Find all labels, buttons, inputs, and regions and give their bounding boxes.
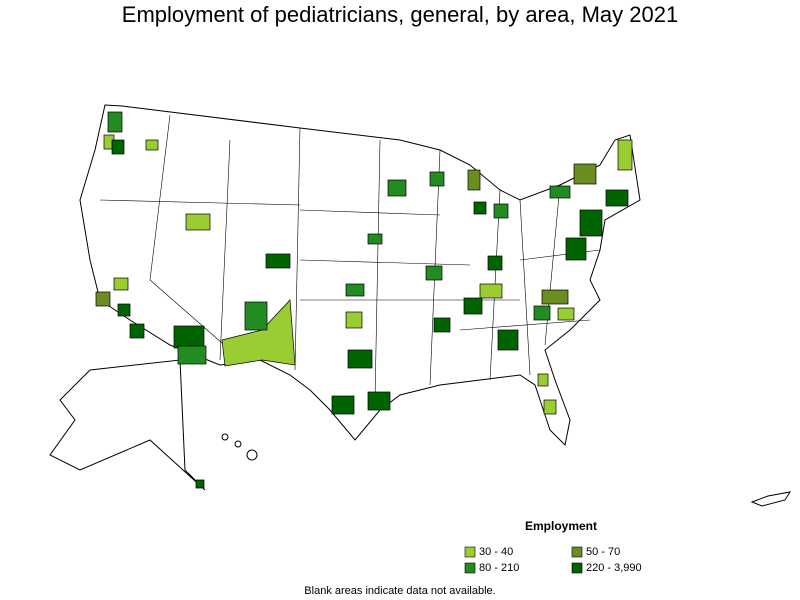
legend-swatch	[571, 546, 583, 558]
legend-items: 30 - 40 50 - 70 80 - 210 220 - 3,990	[464, 546, 642, 574]
employment-area	[117, 303, 131, 317]
employment-area	[173, 325, 205, 349]
employment-area	[265, 253, 291, 269]
employment-area	[145, 139, 159, 151]
employment-area	[387, 179, 407, 197]
legend-swatch	[464, 546, 476, 558]
employment-area	[345, 283, 365, 297]
legend-swatch	[571, 562, 583, 574]
employment-area	[473, 201, 487, 215]
alaska	[49, 359, 206, 491]
employment-area	[537, 373, 549, 387]
employment-area	[549, 185, 571, 199]
legend-swatch	[464, 562, 476, 574]
footnote: Blank areas indicate data not available.	[304, 585, 495, 597]
legend-label: 30 - 40	[479, 546, 513, 558]
employment-area	[111, 139, 125, 155]
employment-area	[541, 289, 569, 305]
employment-area	[479, 283, 503, 299]
employment-area	[185, 213, 211, 231]
hawaii	[221, 433, 258, 461]
legend: Employment 30 - 40 50 - 70 80 - 210 220 - 3…	[464, 519, 642, 574]
employment-area	[177, 345, 207, 365]
employment-area	[367, 391, 391, 411]
employment-area	[487, 255, 503, 271]
employment-area	[617, 139, 633, 171]
employment-area	[557, 307, 575, 321]
employment-area	[429, 171, 445, 187]
employment-area	[425, 265, 443, 281]
employment-area	[533, 305, 551, 321]
legend-label: 80 - 210	[479, 562, 519, 574]
employment-area	[107, 111, 123, 133]
employment-area	[347, 349, 373, 369]
employment-area	[467, 169, 481, 191]
employment-area	[367, 233, 383, 245]
employment-area	[345, 311, 363, 329]
legend-label: 50 - 70	[586, 546, 620, 558]
employment-area	[565, 237, 587, 261]
employment-area	[195, 479, 205, 489]
employment-area	[493, 203, 509, 219]
employment-area	[463, 297, 483, 315]
employment-area	[113, 277, 129, 291]
employment-area	[244, 301, 268, 331]
employment-area	[129, 323, 145, 339]
employment-areas	[95, 111, 633, 489]
employment-area	[497, 329, 519, 351]
employment-area	[331, 395, 355, 415]
legend-label: 220 - 3,990	[586, 562, 642, 574]
legend-title: Employment	[525, 519, 597, 533]
map-title: Employment of pediatricians, general, by…	[122, 2, 678, 27]
employment-area	[579, 209, 603, 237]
employment-area	[433, 317, 451, 333]
employment-area	[543, 399, 557, 415]
map	[49, 104, 792, 507]
employment-area	[573, 163, 597, 185]
employment-area	[95, 291, 111, 307]
puerto-rico	[750, 491, 792, 507]
employment-area	[605, 189, 629, 207]
